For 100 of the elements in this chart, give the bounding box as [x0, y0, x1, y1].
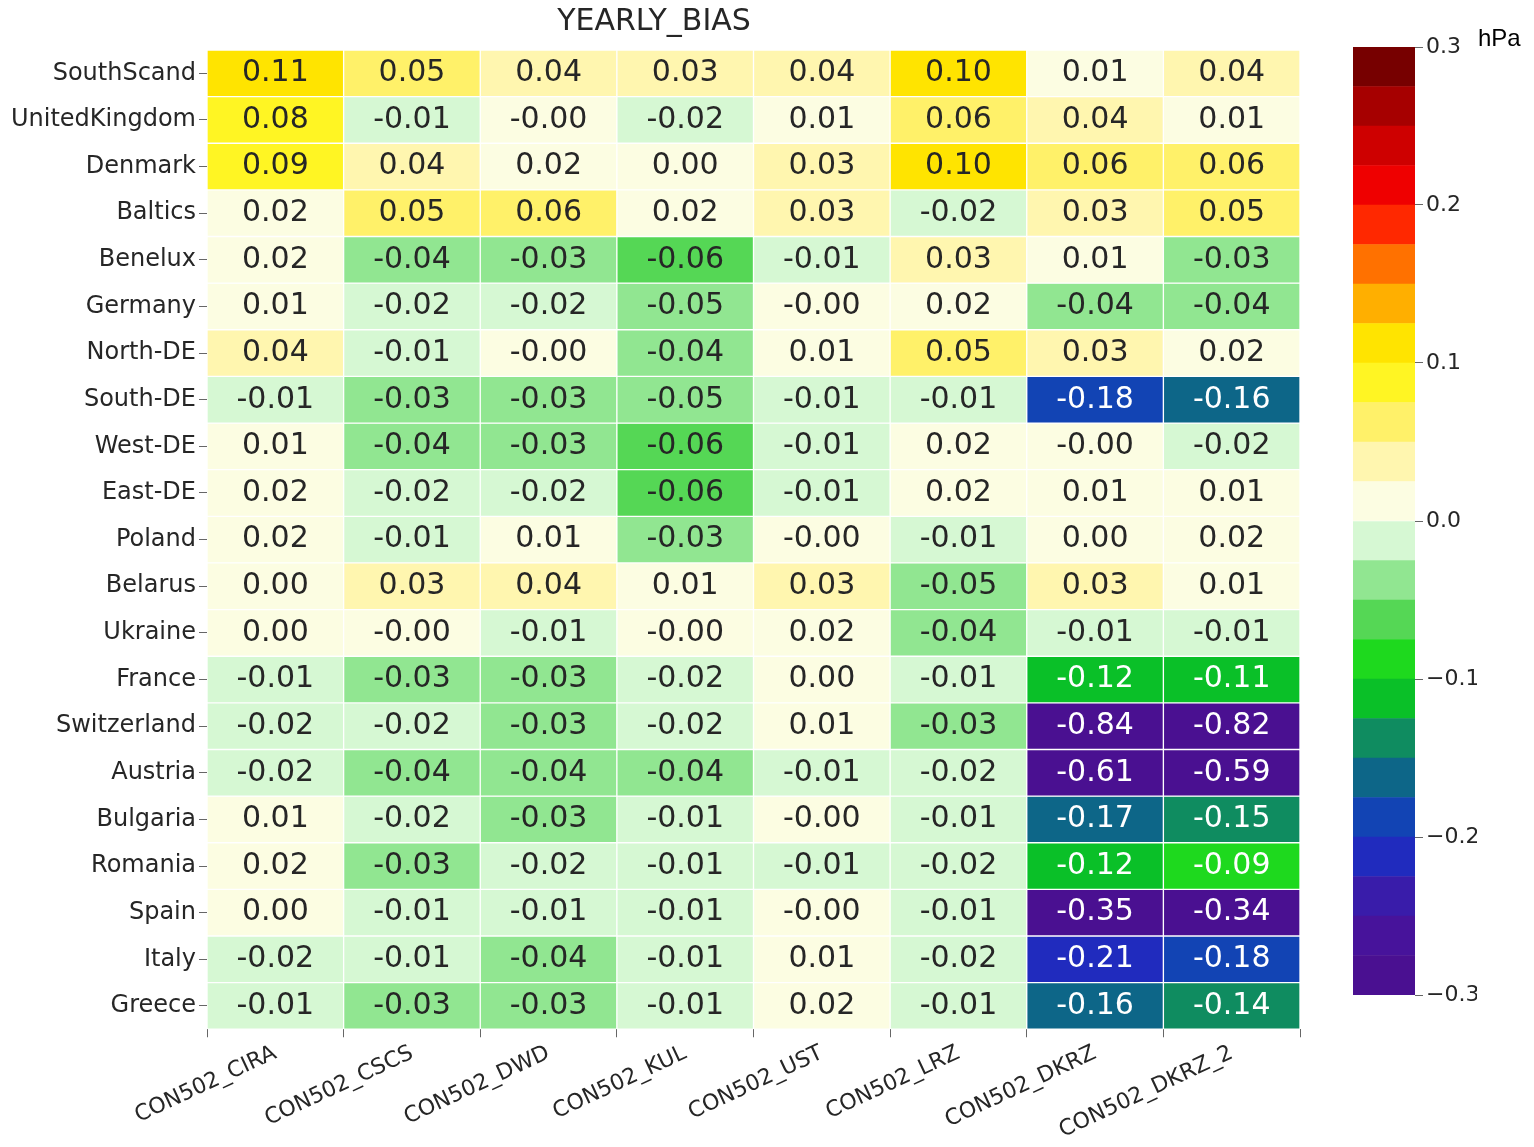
- data-label: 0.03: [925, 239, 992, 275]
- data-label: -0.00: [646, 612, 724, 648]
- data-label: 0.03: [378, 566, 446, 602]
- data-label: -0.04: [373, 239, 451, 275]
- data-label: -0.01: [236, 659, 315, 695]
- y-tick-label: UnitedKingdom: [10, 104, 196, 133]
- data-label: 0.02: [925, 472, 992, 508]
- data-label: 0.01: [1198, 566, 1266, 602]
- y-tick-label: North-DE: [86, 337, 196, 366]
- data-label: -0.00: [783, 286, 861, 322]
- data-label: -0.01: [646, 799, 724, 835]
- data-label: -0.01: [509, 892, 588, 928]
- y-tick-label: West-DE: [94, 430, 196, 459]
- data-label: 0.02: [241, 519, 309, 555]
- data-label: 0.03: [1061, 193, 1129, 229]
- data-label: -0.04: [509, 752, 588, 788]
- data-label: -0.01: [919, 379, 998, 415]
- data-label: 0.03: [788, 566, 856, 602]
- data-label: -0.34: [1192, 892, 1271, 928]
- data-label: -0.05: [646, 286, 724, 322]
- data-label: 0.03: [651, 53, 719, 89]
- data-label: 0.01: [788, 939, 856, 975]
- y-tick-label: Germany: [85, 290, 196, 319]
- data-label: 0.05: [378, 193, 446, 229]
- data-label: -0.01: [373, 99, 451, 135]
- data-label: 0.06: [925, 99, 992, 135]
- data-label: -0.02: [236, 939, 315, 975]
- data-label: -0.12: [1056, 845, 1134, 881]
- data-label: -0.03: [509, 799, 588, 835]
- data-label: -0.03: [919, 705, 998, 741]
- y-tick-label: Bulgaria: [96, 803, 196, 832]
- data-label: 0.05: [925, 332, 992, 368]
- data-label: 0.00: [241, 892, 309, 928]
- data-label: 0.02: [241, 193, 309, 229]
- data-label: -0.01: [919, 892, 998, 928]
- y-tick-label: SouthScand: [52, 57, 196, 86]
- data-label: 0.06: [1061, 146, 1129, 182]
- y-tick-label: Switzerland: [56, 710, 196, 739]
- data-label: -0.01: [919, 985, 998, 1021]
- data-label: 0.02: [925, 286, 992, 322]
- y-tick-label: Romania: [91, 850, 196, 879]
- data-label: -0.35: [1056, 892, 1134, 928]
- color-bar-label: −0.1: [1426, 664, 1480, 690]
- y-tick-label: Belarus: [105, 570, 196, 599]
- data-label: -0.02: [373, 799, 451, 835]
- data-label: -0.01: [373, 519, 451, 555]
- data-label: -0.17: [1056, 799, 1134, 835]
- y-tick-label: Austria: [111, 757, 196, 786]
- color-bar-label: 0.3: [1426, 32, 1461, 58]
- data-label: 0.01: [788, 99, 856, 135]
- data-label: -0.12: [1056, 659, 1134, 695]
- data-label: -0.15: [1192, 799, 1271, 835]
- data-label: -0.03: [373, 379, 451, 415]
- data-label: -0.02: [646, 99, 724, 135]
- data-label: -0.01: [783, 752, 861, 788]
- data-label: 0.04: [241, 332, 309, 368]
- data-label: -0.02: [919, 845, 998, 881]
- data-label: 0.04: [788, 53, 856, 89]
- y-tick-label: Benelux: [98, 244, 196, 273]
- data-label: -0.00: [373, 612, 451, 648]
- data-label: -0.06: [646, 426, 724, 462]
- data-label: 0.01: [1061, 239, 1129, 275]
- y-tick-label: France: [116, 663, 196, 692]
- data-label: -0.18: [1192, 939, 1271, 975]
- data-label: -0.02: [236, 752, 315, 788]
- y-tick-label: Denmark: [85, 150, 197, 179]
- data-label: -0.00: [783, 892, 861, 928]
- data-label: -0.06: [646, 239, 724, 275]
- data-label: 0.01: [651, 566, 719, 602]
- data-label: -0.84: [1056, 705, 1134, 741]
- data-label: -0.01: [783, 239, 861, 275]
- data-label: 0.10: [925, 53, 992, 89]
- data-label: -0.03: [1192, 239, 1271, 275]
- data-label: 0.01: [1061, 53, 1129, 89]
- data-label: -0.01: [236, 985, 315, 1021]
- data-label: 0.02: [788, 985, 856, 1021]
- y-tick-label: Greece: [110, 990, 196, 1019]
- data-label: -0.01: [509, 612, 588, 648]
- data-label: 0.02: [515, 146, 582, 182]
- data-label: -0.04: [646, 752, 724, 788]
- data-label: -0.01: [919, 799, 998, 835]
- data-label: 0.01: [515, 519, 582, 555]
- data-label: 0.06: [515, 193, 582, 229]
- data-label: -0.05: [646, 379, 724, 415]
- data-label: -0.01: [373, 892, 451, 928]
- y-tick-label: Ukraine: [103, 617, 196, 646]
- data-label: -0.02: [373, 705, 451, 741]
- data-label: 0.05: [378, 53, 446, 89]
- data-label: 0.01: [1198, 472, 1266, 508]
- data-label: 0.02: [1198, 519, 1266, 555]
- data-label: -0.05: [919, 566, 998, 602]
- data-label: -0.02: [919, 193, 998, 229]
- data-label: -0.21: [1056, 939, 1134, 975]
- color-bar-title: hPa: [1478, 24, 1521, 52]
- y-tick-label: East-DE: [101, 477, 196, 506]
- data-label: 0.01: [241, 286, 309, 322]
- data-label: -0.01: [783, 379, 861, 415]
- data-label: 0.03: [1061, 566, 1129, 602]
- data-label: -0.01: [646, 845, 724, 881]
- data-label: 0.11: [241, 53, 309, 89]
